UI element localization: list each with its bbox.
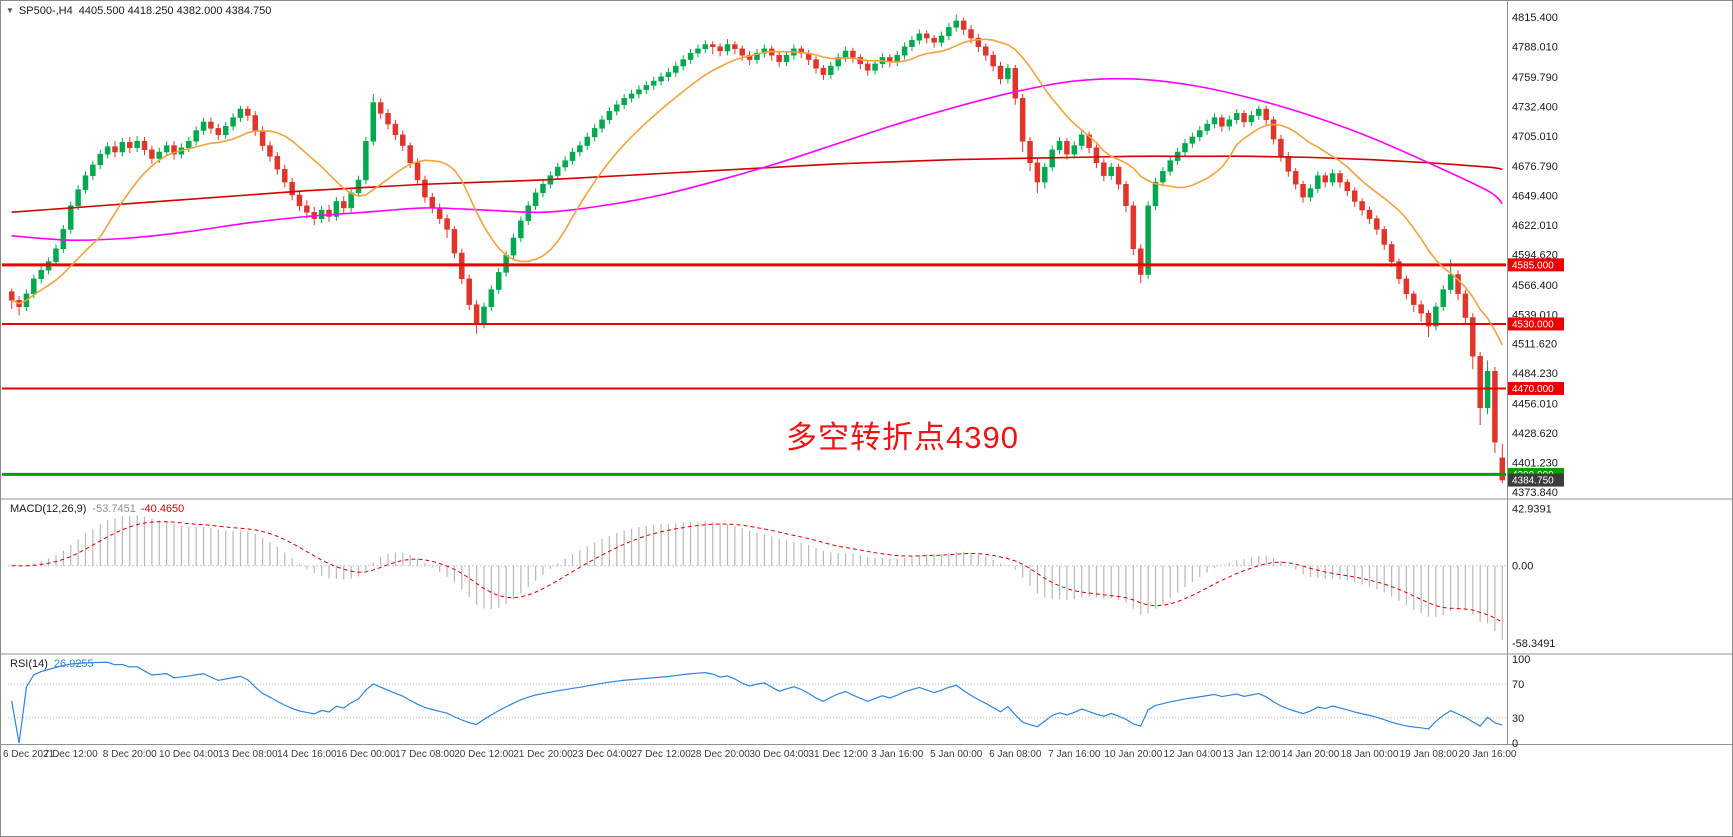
candlestick-series	[8, 14, 1506, 484]
ma-slow-line	[11, 155, 1503, 213]
svg-text:14 Dec 16:00: 14 Dec 16:00	[277, 749, 337, 760]
symbol-title-row: ▼ SP500-,H4 4405.500 4418.250 4382.000 438…	[6, 5, 271, 17]
svg-text:7 Dec 12:00: 7 Dec 12:00	[44, 749, 98, 760]
svg-text:20 Jan 16:00: 20 Jan 16:00	[1459, 749, 1517, 760]
svg-text:27 Dec 12:00: 27 Dec 12:00	[631, 749, 691, 760]
rsi-value: 26.9255	[53, 658, 94, 670]
annotation-text: 多空转折点4390	[786, 420, 1019, 455]
svg-text:0: 0	[1512, 738, 1518, 750]
svg-text:14 Jan 20:00: 14 Jan 20:00	[1282, 749, 1340, 760]
rsi-line	[11, 661, 1503, 744]
svg-text:4456.010: 4456.010	[1512, 398, 1558, 410]
chart-menu-arrow-icon[interactable]: ▼	[6, 6, 14, 15]
svg-text:4759.790: 4759.790	[1512, 72, 1558, 84]
svg-text:4401.230: 4401.230	[1512, 457, 1558, 469]
macd-indicator-label: MACD(12,26,9) -53.7451 -40.4650	[10, 503, 184, 515]
svg-text:100: 100	[1512, 654, 1530, 666]
svg-text:20 Dec 12:00: 20 Dec 12:00	[454, 749, 514, 760]
svg-text:18 Jan 00:00: 18 Jan 00:00	[1341, 749, 1399, 760]
price-axis-labels: 4815.400 4788.010 4759.790 4732.400 4705.010…	[1512, 12, 1558, 750]
svg-text:4815.400: 4815.400	[1512, 12, 1558, 24]
svg-text:8 Dec 20:00: 8 Dec 20:00	[103, 749, 157, 760]
ma-mid-line	[11, 77, 1503, 242]
macd-signal-value: -40.4650	[140, 503, 185, 515]
svg-text:4622.010: 4622.010	[1512, 220, 1558, 232]
svg-text:-58.3491: -58.3491	[1512, 638, 1555, 650]
svg-text:4649.400: 4649.400	[1512, 191, 1558, 203]
ohlc-values: 4405.500 4418.250 4382.000 4384.750	[78, 5, 272, 17]
macd-panel	[8, 515, 1506, 641]
svg-text:4732.400: 4732.400	[1512, 101, 1558, 113]
svg-text:7 Jan 16:00: 7 Jan 16:00	[1048, 749, 1101, 760]
svg-text:16 Dec 00:00: 16 Dec 00:00	[336, 749, 396, 760]
svg-text:4566.400: 4566.400	[1512, 280, 1558, 292]
rsi-indicator-label: RSI(14) 26.9255	[10, 658, 94, 670]
rsi-name: RSI(14)	[10, 658, 48, 670]
svg-text:5 Jan 00:00: 5 Jan 00:00	[930, 749, 983, 760]
rsi-panel	[8, 661, 1506, 744]
svg-text:17 Dec 08:00: 17 Dec 08:00	[395, 749, 455, 760]
svg-text:0.00: 0.00	[1512, 561, 1533, 573]
horizontal-lines	[2, 263, 1506, 476]
svg-text:4705.010: 4705.010	[1512, 131, 1558, 143]
svg-text:30 Dec 04:00: 30 Dec 04:00	[749, 749, 809, 760]
svg-text:4373.840: 4373.840	[1512, 487, 1558, 499]
svg-text:4428.620: 4428.620	[1512, 428, 1558, 440]
svg-text:30: 30	[1512, 713, 1524, 725]
svg-text:42.9391: 42.9391	[1512, 504, 1552, 516]
svg-text:19 Jan 08:00: 19 Jan 08:00	[1400, 749, 1458, 760]
moving-averages	[11, 38, 1504, 346]
ma-fast-line	[11, 38, 1504, 346]
svg-text:21 Dec 20:00: 21 Dec 20:00	[513, 749, 573, 760]
svg-text:4676.790: 4676.790	[1512, 161, 1558, 173]
svg-text:3 Jan 16:00: 3 Jan 16:00	[871, 749, 924, 760]
svg-text:70: 70	[1512, 679, 1524, 691]
svg-text:4511.620: 4511.620	[1512, 339, 1557, 351]
svg-text:6 Jan 08:00: 6 Jan 08:00	[989, 749, 1042, 760]
svg-text:4470.000: 4470.000	[1512, 384, 1554, 395]
svg-text:13 Dec 08:00: 13 Dec 08:00	[218, 749, 278, 760]
svg-text:13 Jan 12:00: 13 Jan 12:00	[1222, 749, 1280, 760]
svg-text:10 Jan 20:00: 10 Jan 20:00	[1104, 749, 1162, 760]
macd-name: MACD(12,26,9)	[10, 503, 87, 515]
svg-text:6 Dec 2021: 6 Dec 2021	[3, 749, 55, 760]
svg-text:4484.230: 4484.230	[1512, 368, 1558, 380]
svg-text:23 Dec 04:00: 23 Dec 04:00	[572, 749, 632, 760]
symbol-name: SP500-,H4	[18, 5, 73, 17]
svg-text:4788.010: 4788.010	[1512, 42, 1558, 54]
svg-text:12 Jan 04:00: 12 Jan 04:00	[1163, 749, 1221, 760]
svg-text:4530.000: 4530.000	[1512, 319, 1554, 330]
svg-text:4585.000: 4585.000	[1512, 260, 1554, 271]
macd-main-value: -53.7451	[92, 503, 136, 515]
svg-text:10 Dec 04:00: 10 Dec 04:00	[159, 749, 219, 760]
svg-text:28 Dec 20:00: 28 Dec 20:00	[690, 749, 750, 760]
svg-text:31 Dec 12:00: 31 Dec 12:00	[808, 749, 868, 760]
svg-text:4384.750: 4384.750	[1512, 476, 1554, 487]
